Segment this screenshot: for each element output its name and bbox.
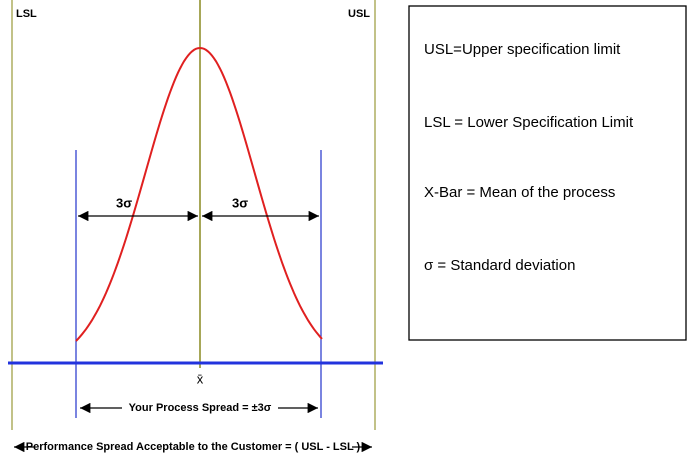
right-sigma-label: 3σ [232, 195, 248, 210]
bell-curve [75, 46, 323, 342]
legend-item: USL=Upper specification limit [424, 41, 621, 58]
legend-item: LSL = Lower Specification Limit [424, 114, 634, 131]
process-spread-label: Your Process Spread = ±3σ [129, 402, 272, 414]
lsl-label: LSL [16, 8, 37, 20]
legend-item: σ = Standard deviation [424, 257, 575, 274]
legend-box [408, 5, 687, 341]
left-sigma-label: 3σ [116, 195, 132, 210]
performance-spread-label: Performance Spread Acceptable to the Cus… [26, 441, 361, 453]
usl-label: USL [348, 8, 370, 20]
legend-item: X-Bar = Mean of the process [424, 184, 615, 201]
mean-symbol: x̄ [197, 371, 204, 386]
